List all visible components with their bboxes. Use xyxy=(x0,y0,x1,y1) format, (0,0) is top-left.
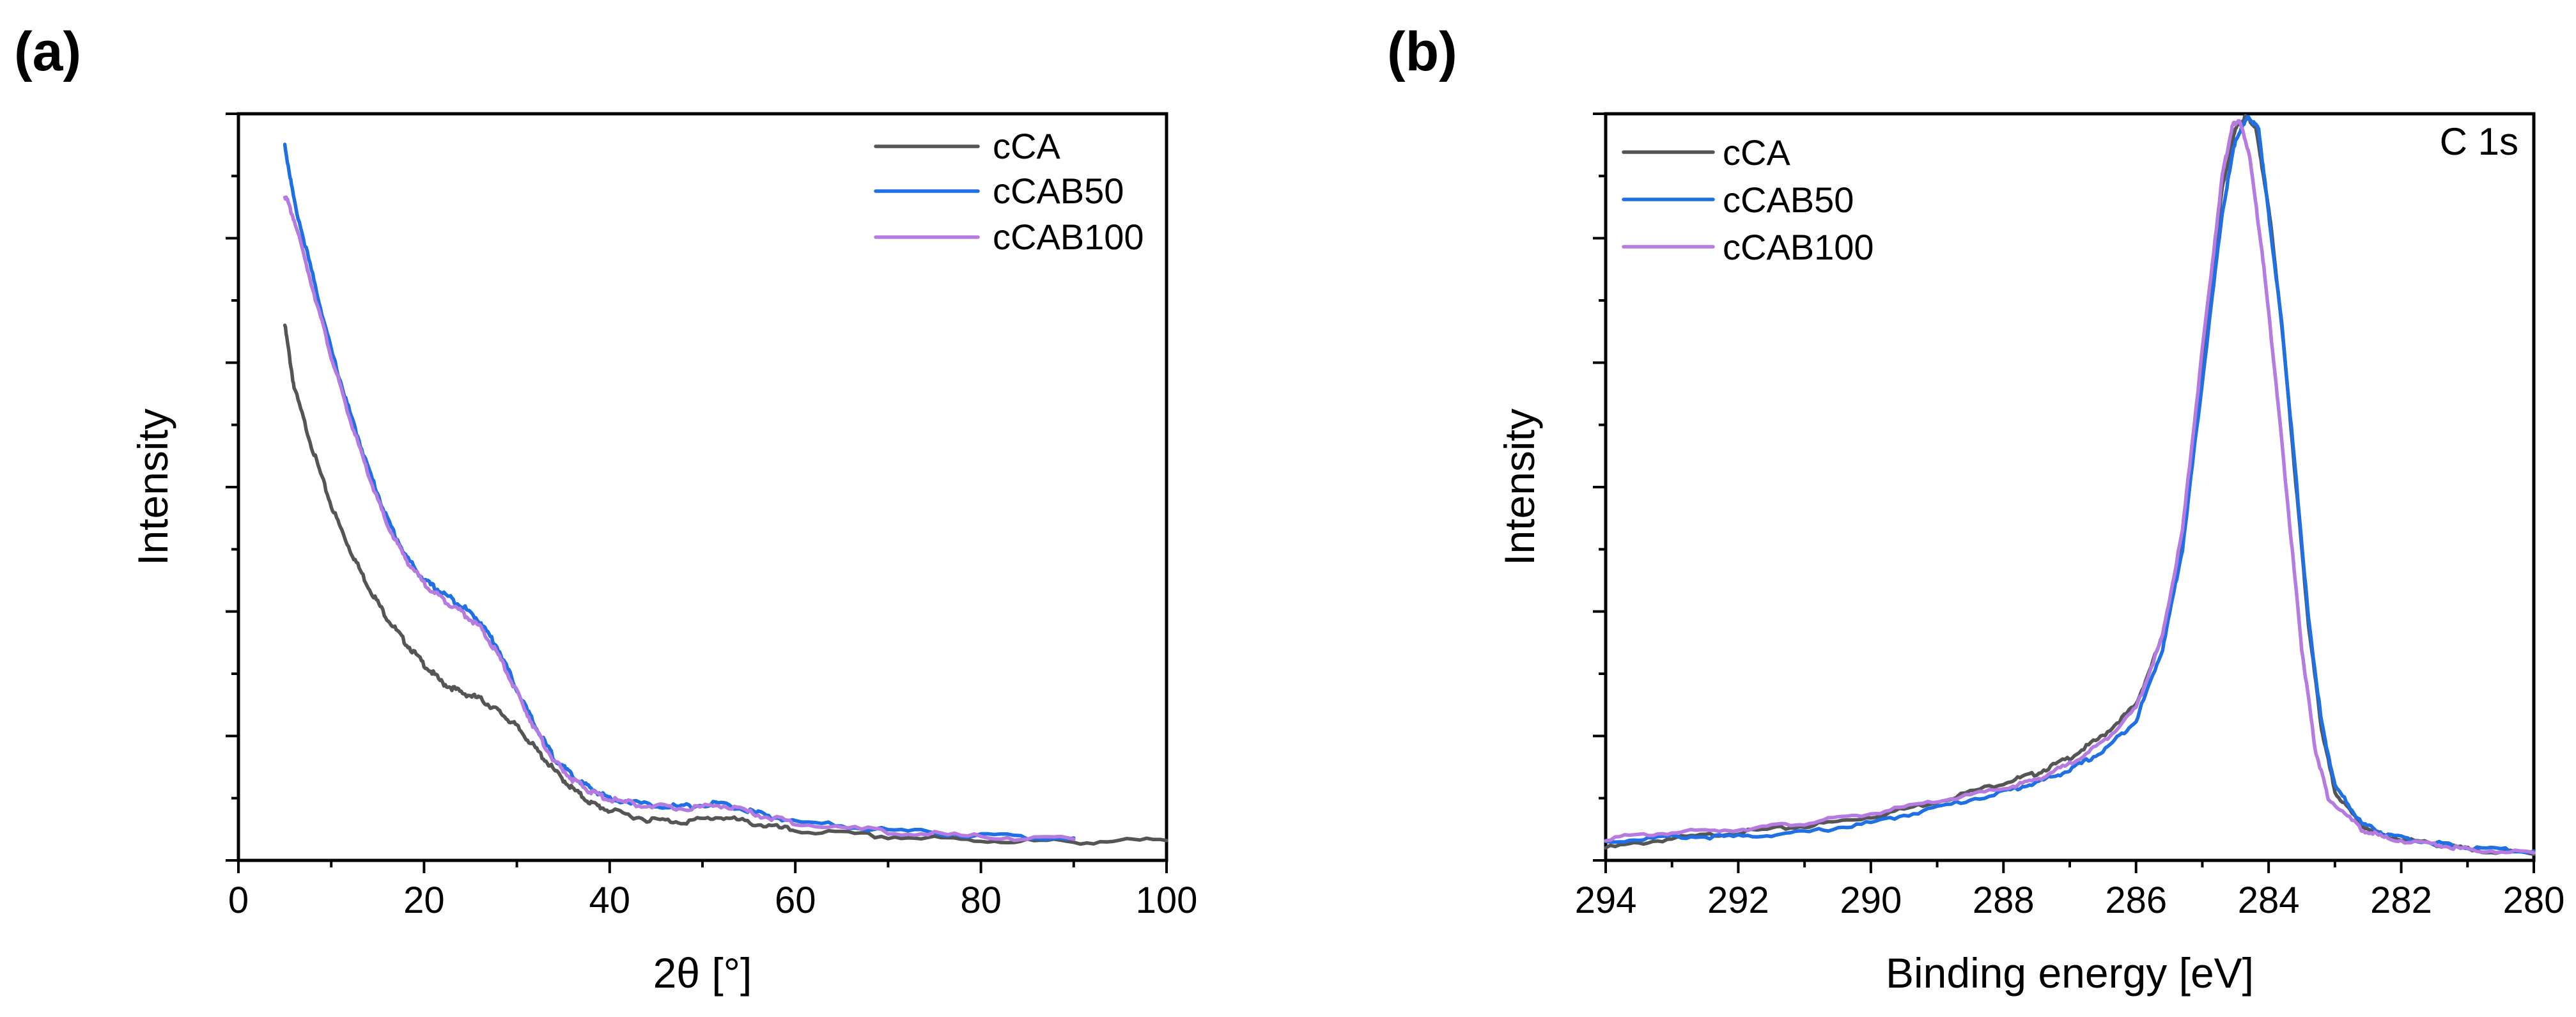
x-tick-label: 284 xyxy=(2238,880,2300,921)
x-tick-label: 292 xyxy=(1707,880,1769,921)
series-line-ccab50 xyxy=(283,143,1076,841)
panel-a-series-group xyxy=(283,143,1168,846)
x-tick-label: 100 xyxy=(1136,880,1198,921)
x-tick-label: 288 xyxy=(1973,880,2035,921)
panel-b-series-group xyxy=(1604,114,2536,857)
x-tick-label: 294 xyxy=(1575,880,1637,921)
panel-b-plot-frame xyxy=(1604,112,2536,862)
panel-a-label: (a) xyxy=(14,21,81,82)
legend-b-label-ccab50: cCAB50 xyxy=(1723,180,1854,220)
panel-a-y-axis-label: Intensity xyxy=(129,408,176,566)
x-tick-label: 40 xyxy=(589,880,631,921)
x-tick-label: 290 xyxy=(1840,880,1902,921)
panel-b-label: (b) xyxy=(1387,21,1457,82)
panel-b-x-axis-label: Binding energy [eV] xyxy=(1886,949,2254,997)
x-tick-label: 280 xyxy=(2503,880,2565,921)
x-tick-label: 20 xyxy=(403,880,445,921)
panel-a: (a) 0 20 40 60 80 100 2θ [°] Intensity cCA cC… xyxy=(14,21,1197,997)
panel-b-legend: cCA cCAB50 cCAB100 xyxy=(1622,132,1874,267)
legend-a-label-ccab100: cCAB100 xyxy=(993,217,1144,257)
series-line-ccab100 xyxy=(1604,119,2536,855)
series-line-ccab100 xyxy=(283,195,1076,842)
legend-a-label-cca: cCA xyxy=(993,126,1060,166)
legend-a-label-ccab50: cCAB50 xyxy=(993,171,1124,211)
legend-b-label-cca: cCA xyxy=(1723,132,1790,173)
x-tick-label: 60 xyxy=(775,880,816,921)
panel-b-annotation: C 1s xyxy=(2440,120,2518,163)
x-tick-label: 282 xyxy=(2370,880,2432,921)
panel-a-legend: cCA cCAB50 cCAB100 xyxy=(874,126,1144,257)
x-tick-label: 80 xyxy=(960,880,1002,921)
x-tick-label: 0 xyxy=(228,880,249,921)
panel-a-x-axis-label: 2θ [°] xyxy=(653,949,752,997)
panel-b: (b) 294 292 290 288 286 284 282 280 Binding ene… xyxy=(1387,21,2564,997)
legend-b-label-ccab100: cCAB100 xyxy=(1723,227,1874,267)
panel-b-y-axis-label: Intensity xyxy=(1496,408,1543,566)
panel-a-y-ticks xyxy=(226,113,238,862)
series-line-cca xyxy=(283,323,1168,846)
series-line-ccab50 xyxy=(1604,114,2536,855)
panel-b-x-ticks: 294 292 290 288 286 284 282 280 xyxy=(1575,860,2565,921)
panel-a-x-ticks: 0 20 40 60 80 100 xyxy=(228,860,1198,921)
x-tick-label: 286 xyxy=(2105,880,2167,921)
panel-b-y-ticks xyxy=(1593,113,1606,862)
